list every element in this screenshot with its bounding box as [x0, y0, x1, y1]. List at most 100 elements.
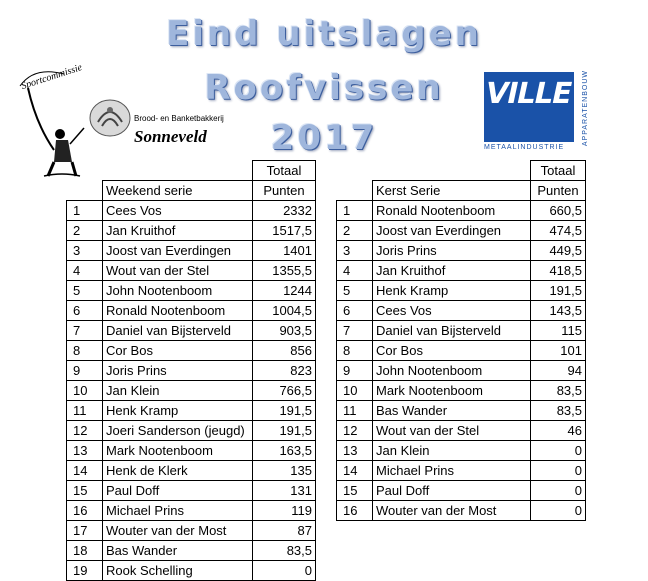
name-cell: Henk Kramp — [102, 400, 253, 421]
rank-cell: 2 — [66, 220, 103, 241]
table-row: 18 Bas Wander 83,5 — [66, 540, 316, 561]
points-cell: 46 — [530, 420, 586, 441]
name-cell: Wouter van der Most — [102, 520, 253, 541]
name-cell: Henk Kramp — [372, 280, 531, 301]
rank-cell: 14 — [66, 460, 103, 481]
rank-cell: 6 — [66, 300, 103, 321]
points-cell: 2332 — [252, 200, 316, 221]
name-cell: Wout van der Stel — [372, 420, 531, 441]
header-total: Totaal — [530, 160, 586, 181]
points-cell: 83,5 — [252, 540, 316, 561]
name-cell: Jan Klein — [102, 380, 253, 401]
name-cell: Cor Bos — [102, 340, 253, 361]
name-cell: Joost van Everdingen — [372, 220, 531, 241]
name-cell: Wout van der Stel — [102, 260, 253, 281]
name-cell: Jan Kruithof — [102, 220, 253, 241]
bakery-subtitle: Brood- en Banketbakkerij — [134, 114, 224, 123]
bakery-name: Sonneveld — [134, 127, 207, 146]
points-cell: 856 — [252, 340, 316, 361]
points-cell: 1004,5 — [252, 300, 316, 321]
header-series-name: Weekend serie — [102, 180, 253, 201]
rank-cell: 9 — [336, 360, 373, 381]
table-row: 4 Wout van der Stel 1355,5 — [66, 260, 316, 281]
table-row: 12 Joeri Sanderson (jeugd) 191,5 — [66, 420, 316, 441]
name-cell: Joris Prins — [102, 360, 253, 381]
points-cell: 766,5 — [252, 380, 316, 401]
points-cell: 0 — [530, 500, 586, 521]
table-row: 14 Michael Prins 0 — [336, 460, 586, 481]
name-cell: Bas Wander — [372, 400, 531, 421]
points-cell: 418,5 — [530, 260, 586, 281]
rank-cell: 1 — [336, 200, 373, 221]
ville-logo: VILLE — [484, 72, 574, 142]
name-cell: Mark Nootenboom — [102, 440, 253, 461]
name-cell: Rook Schelling — [102, 560, 253, 581]
rank-cell: 7 — [336, 320, 373, 341]
bakery-text: Brood- en Banketbakkerij Sonneveld — [134, 114, 264, 147]
rank-cell: 5 — [66, 280, 103, 301]
points-cell: 83,5 — [530, 400, 586, 421]
rank-cell: 8 — [336, 340, 373, 361]
table-row: 2 Jan Kruithof 1517,5 — [66, 220, 316, 241]
points-cell: 823 — [252, 360, 316, 381]
points-cell: 191,5 — [252, 400, 316, 421]
table-row: 7 Daniel van Bijsterveld 115 — [336, 320, 586, 341]
points-cell: 1244 — [252, 280, 316, 301]
points-cell: 0 — [530, 480, 586, 501]
kerst-serie-table: Totaal Kerst Serie Punten 1 Ronald Nooten… — [336, 160, 586, 521]
points-cell: 0 — [530, 460, 586, 481]
rank-cell: 11 — [336, 400, 373, 421]
name-cell: Joeri Sanderson (jeugd) — [102, 420, 253, 441]
name-cell: Cees Vos — [102, 200, 253, 221]
header-row: Kerst Serie Punten — [337, 180, 586, 201]
table-row: 12 Wout van der Stel 46 — [336, 420, 586, 441]
rank-cell: 13 — [336, 440, 373, 461]
points-cell: 191,5 — [252, 420, 316, 441]
rank-cell: 10 — [336, 380, 373, 401]
rank-cell: 15 — [66, 480, 103, 501]
rank-cell: 3 — [336, 240, 373, 261]
points-cell: 115 — [530, 320, 586, 341]
name-cell: Mark Nootenboom — [372, 380, 531, 401]
name-cell: John Nootenboom — [372, 360, 531, 381]
table-row: 14 Henk de Klerk 135 — [66, 460, 316, 481]
header-row: Weekend serie Punten — [67, 180, 316, 201]
rank-cell: 16 — [336, 500, 373, 521]
points-cell: 83,5 — [530, 380, 586, 401]
points-cell: 0 — [252, 560, 316, 581]
title-line-1: Eind uitslagen — [166, 14, 482, 54]
rank-cell: 13 — [66, 440, 103, 461]
table-row: 15 Paul Doff 131 — [66, 480, 316, 501]
bakery-logo — [89, 99, 131, 137]
table-row: 8 Cor Bos 856 — [66, 340, 316, 361]
points-cell: 135 — [252, 460, 316, 481]
points-cell: 449,5 — [530, 240, 586, 261]
name-cell: John Nootenboom — [102, 280, 253, 301]
points-cell: 474,5 — [530, 220, 586, 241]
name-cell: Michael Prins — [102, 500, 253, 521]
table-row: 1 Ronald Nootenboom 660,5 — [336, 200, 586, 221]
title-line-3: 2017 — [270, 118, 378, 158]
rank-cell: 1 — [66, 200, 103, 221]
title-line-2: Roofvissen — [204, 68, 444, 108]
points-cell: 903,5 — [252, 320, 316, 341]
points-cell: 0 — [530, 440, 586, 461]
table-row: 19 Rook Schelling 0 — [66, 560, 316, 581]
name-cell: Daniel van Bijsterveld — [372, 320, 531, 341]
name-cell: Cor Bos — [372, 340, 531, 361]
points-cell: 94 — [530, 360, 586, 381]
table-row: 13 Jan Klein 0 — [336, 440, 586, 461]
kerst-rows: 1 Ronald Nootenboom 660,5 2 Joost van Everdi… — [336, 200, 586, 521]
rank-cell: 4 — [336, 260, 373, 281]
table-row: 16 Michael Prins 119 — [66, 500, 316, 521]
name-cell: Henk de Klerk — [102, 460, 253, 481]
name-cell: Cees Vos — [372, 300, 531, 321]
rank-cell: 5 — [336, 280, 373, 301]
points-cell: 119 — [252, 500, 316, 521]
header-series-name: Kerst Serie — [372, 180, 531, 201]
table-row: 10 Mark Nootenboom 83,5 — [336, 380, 586, 401]
name-cell: Paul Doff — [102, 480, 253, 501]
rank-cell: 3 — [66, 240, 103, 261]
rank-cell: 17 — [66, 520, 103, 541]
table-row: 11 Bas Wander 83,5 — [336, 400, 586, 421]
